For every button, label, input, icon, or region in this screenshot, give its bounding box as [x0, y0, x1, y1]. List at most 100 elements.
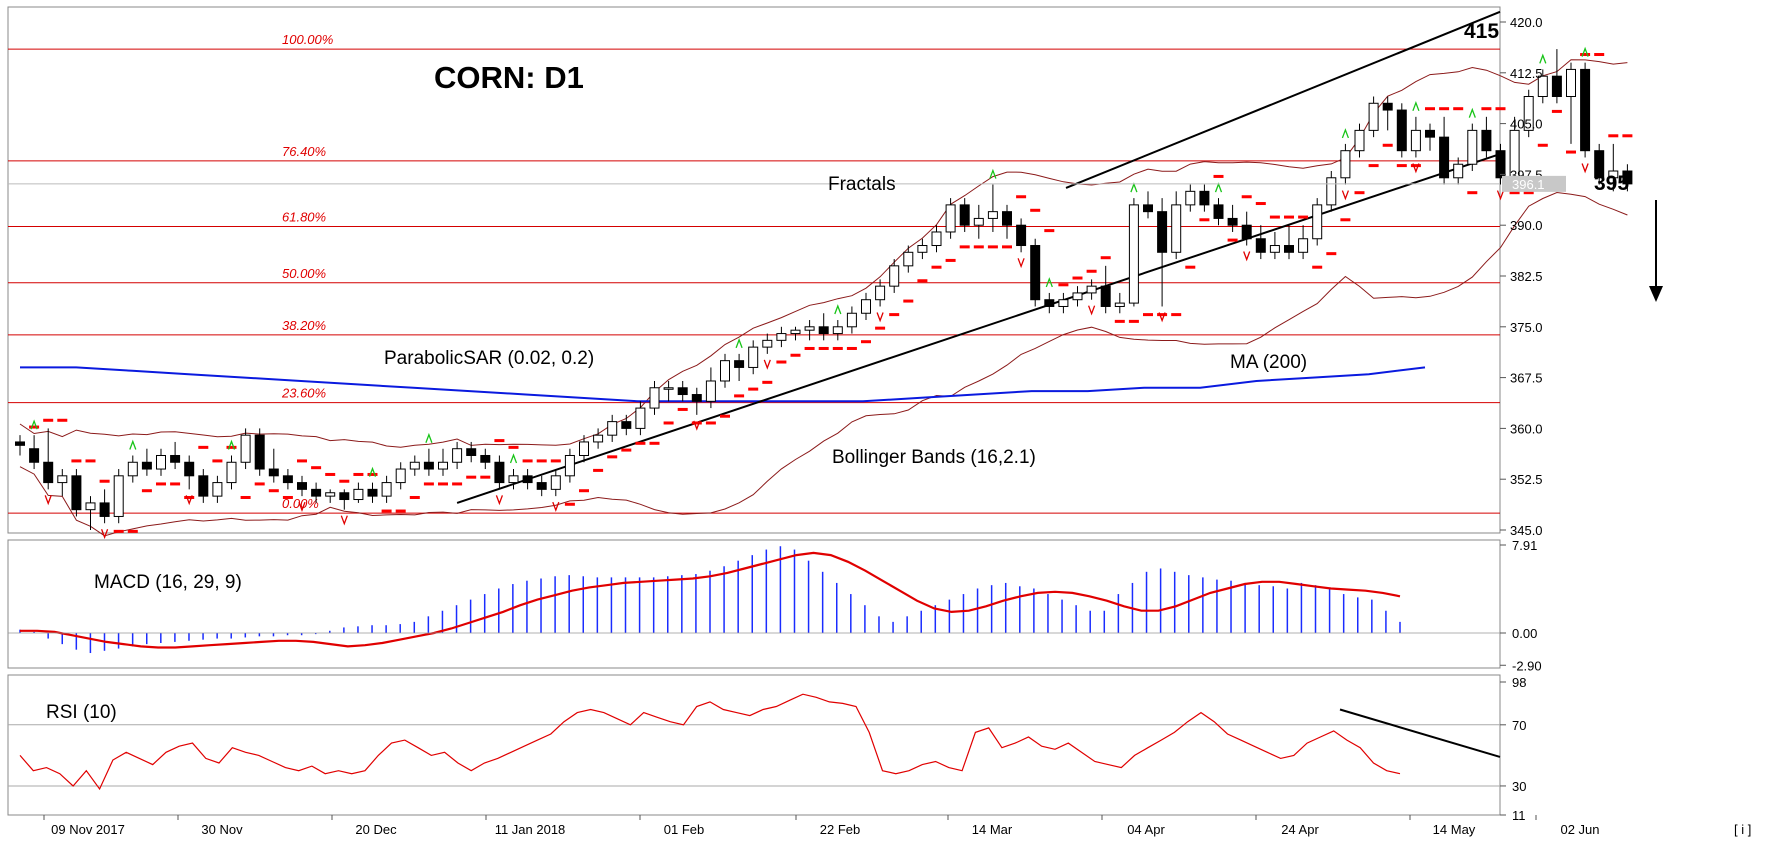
candle-body — [1523, 96, 1534, 131]
candle-body — [1326, 177, 1337, 206]
psar-dot — [776, 360, 787, 364]
psar-dot — [846, 346, 857, 350]
psar-dot — [649, 441, 660, 445]
psar-dot — [1044, 229, 1055, 233]
candle-body — [1439, 136, 1450, 179]
candle-body — [268, 468, 279, 477]
psar-dot — [494, 439, 505, 443]
psar-dot — [1114, 319, 1125, 323]
candle-body — [29, 448, 40, 463]
psar-dot — [1298, 215, 1309, 219]
date-tick-label: 22 Feb — [820, 822, 860, 837]
candle-body — [1100, 285, 1111, 307]
psar-dot — [1537, 143, 1548, 147]
psar-dot — [1157, 313, 1168, 317]
scroll-icon[interactable]: [ i ] — [1734, 822, 1751, 837]
psar-dot — [282, 495, 293, 499]
candle-body — [1312, 204, 1323, 240]
psar-dot — [593, 468, 604, 472]
candle-body — [127, 461, 138, 477]
parabolic-sar — [29, 53, 1633, 533]
candle-body — [1114, 302, 1125, 307]
high-annotation: 415 — [1464, 20, 1499, 43]
chart-title: CORN: D1 — [434, 60, 584, 95]
psar-dot — [423, 482, 434, 486]
psar-dot — [1608, 134, 1619, 138]
candle-body — [931, 231, 942, 247]
date-tick-label: 24 Apr — [1281, 822, 1319, 837]
candle-body — [621, 421, 632, 429]
candle-body — [818, 326, 829, 335]
fractal-down-icon — [340, 515, 348, 526]
candle-body — [536, 482, 547, 490]
candle-body — [99, 502, 110, 517]
fractal-up-icon — [227, 439, 236, 450]
psar-dot — [1086, 269, 1097, 273]
candle-body — [1284, 245, 1294, 253]
rsi-panel — [7, 674, 1501, 816]
psar-dot — [1326, 252, 1337, 256]
psar-dot — [353, 472, 364, 476]
current-price-box — [1502, 175, 1566, 192]
psar-dot — [917, 279, 928, 283]
candle-body — [282, 475, 293, 484]
fractal-up-icon — [425, 432, 433, 443]
bollinger-lower — [19, 191, 1628, 537]
psar-dot — [466, 475, 477, 479]
psar-dot — [875, 326, 886, 330]
psar-dot — [311, 466, 322, 470]
candle-body — [381, 482, 392, 497]
candle-body — [480, 454, 491, 463]
candle-body — [57, 475, 68, 484]
psar-dot — [818, 346, 829, 350]
psar-dot — [85, 459, 96, 463]
date-tick-label: 14 Mar — [972, 822, 1013, 837]
psar-dot — [1199, 218, 1210, 222]
fractal-up-icon — [129, 439, 137, 450]
fractal-down-icon — [552, 501, 560, 512]
psar-dot — [127, 529, 138, 533]
main-panel — [7, 6, 1501, 534]
candle-body — [1255, 238, 1266, 253]
candle-body — [198, 475, 209, 497]
candle-body — [705, 380, 716, 402]
candle-body — [452, 448, 463, 463]
candle-body — [903, 251, 914, 267]
psar-dot — [1594, 53, 1605, 57]
candle-body — [790, 329, 801, 335]
psar-dot — [1227, 238, 1238, 242]
psar-dot — [564, 502, 575, 506]
candle-body — [1566, 68, 1576, 98]
candle-body — [987, 211, 998, 219]
candle-body — [494, 461, 505, 484]
psar-dot — [720, 414, 730, 418]
psar-dot — [522, 459, 533, 463]
psar-dot — [339, 479, 350, 483]
psar-dot — [438, 482, 448, 486]
psar-dot — [1100, 256, 1111, 260]
fractal-up-icon — [1045, 277, 1053, 288]
psar-dot — [212, 459, 223, 463]
psar-dot — [677, 407, 688, 411]
price-tick-label: 375.0 — [1510, 320, 1543, 335]
psar-dot — [1312, 265, 1323, 269]
candle-body — [43, 461, 54, 484]
psar-dot — [1030, 208, 1041, 212]
psar-dot — [1171, 313, 1182, 317]
psar-dot — [381, 509, 392, 513]
candle-body — [1086, 285, 1097, 294]
fib-label-2: 61.80% — [282, 210, 326, 225]
fractal-down-icon — [1243, 251, 1251, 262]
fractal-down-icon — [1087, 305, 1096, 316]
candle-body — [353, 488, 364, 501]
psar-dot — [748, 387, 759, 391]
candle-body — [1016, 224, 1027, 247]
psar-dot — [959, 245, 970, 249]
trend-channel — [456, 10, 1501, 504]
candle-body — [1058, 299, 1069, 307]
candle-body — [1608, 170, 1619, 179]
candle-body — [1425, 129, 1435, 138]
candle-body — [1396, 109, 1407, 152]
rsi-series: 98 70 30 11 — [8, 675, 1526, 823]
